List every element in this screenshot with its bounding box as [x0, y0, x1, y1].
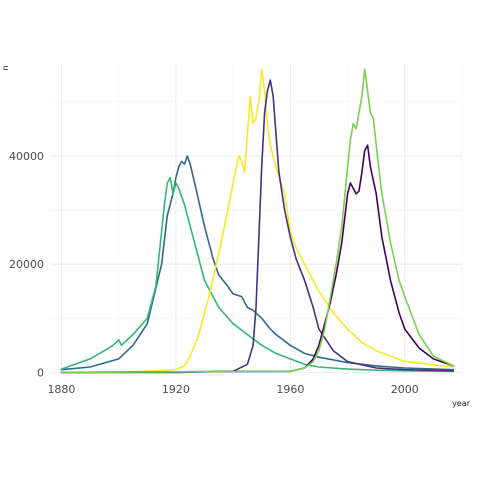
series-lines [60, 68, 455, 374]
series-line-2 [60, 176, 455, 373]
x-tick-label: 1920 [162, 383, 190, 396]
y-axis-ticks: 0 20000 40000 [9, 150, 44, 379]
y-tick-label: 0 [37, 366, 44, 379]
series-line-6 [60, 68, 455, 374]
series-line-3 [60, 68, 455, 374]
y-axis-title: n [1, 65, 10, 70]
y-tick-label: 40000 [9, 150, 44, 163]
x-tick-label: 1880 [47, 383, 75, 396]
x-axis-ticks: 1880 1920 1960 2000 [47, 383, 418, 396]
grid [50, 64, 463, 374]
series-line-5 [60, 144, 455, 374]
x-tick-label: 1960 [276, 383, 304, 396]
y-tick-label: 20000 [9, 258, 44, 271]
series-line-1 [60, 155, 455, 371]
series-line-4 [60, 79, 455, 374]
x-axis-title: year [452, 399, 471, 408]
x-tick-label: 2000 [391, 383, 419, 396]
